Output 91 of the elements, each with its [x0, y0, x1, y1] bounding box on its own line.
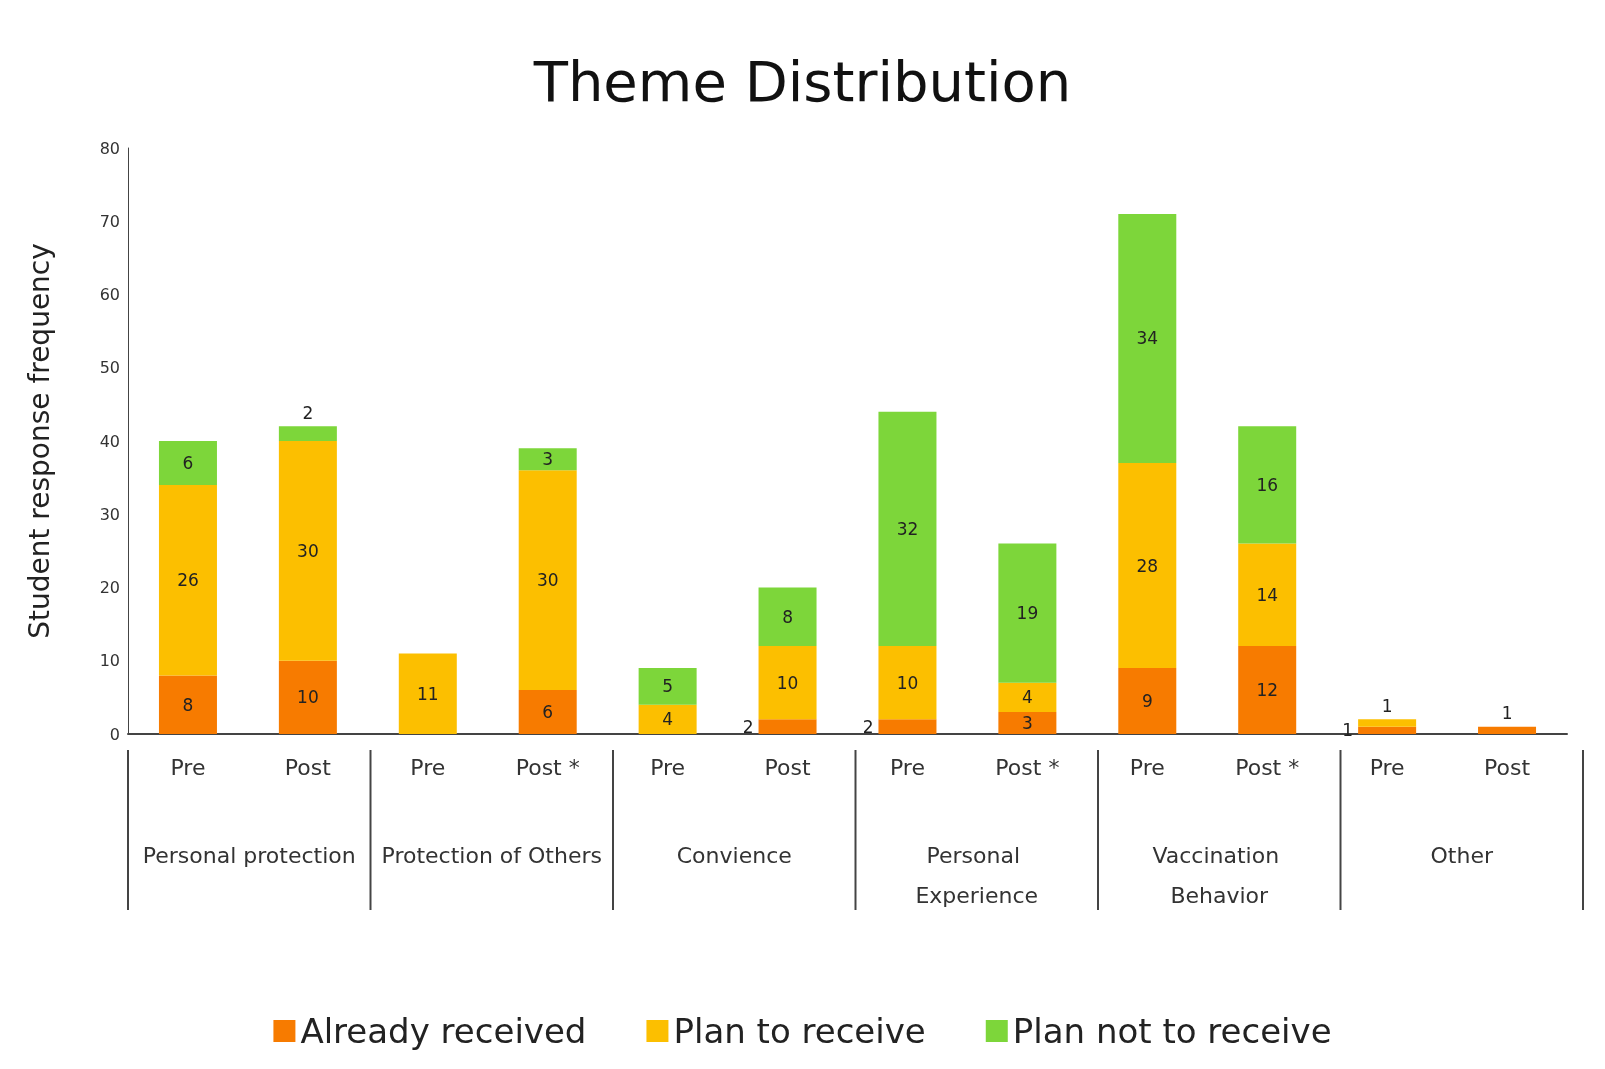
bar: [278, 441, 337, 661]
data-label: 1: [1501, 703, 1513, 724]
bar: [1478, 726, 1537, 734]
data-label: 5: [662, 676, 674, 697]
data-label: 16: [1256, 474, 1279, 495]
bar: [1238, 646, 1297, 734]
bar: [518, 448, 577, 471]
bar: [998, 682, 1057, 713]
y-axis-title: Student response frequency: [22, 243, 56, 639]
data-label: 2: [862, 716, 874, 737]
y-tick-label: 20: [99, 578, 120, 597]
bar: [758, 719, 817, 734]
text: Protection of Others: [381, 842, 602, 868]
data-label: 19: [1016, 603, 1039, 624]
x-tick-label: Post: [764, 754, 811, 780]
data-label: 10: [297, 687, 319, 708]
x-tick-label: Pre: [410, 754, 446, 780]
data-label: 32: [896, 518, 919, 539]
data-label: 26: [177, 570, 199, 591]
bar: [638, 668, 697, 705]
data-label: 3: [1021, 713, 1033, 734]
bar: [518, 470, 577, 691]
bar: [998, 712, 1057, 734]
x-tick-label: Post *: [1235, 754, 1300, 780]
legend-label: Plan not to receive: [1012, 1011, 1332, 1051]
bar: [158, 484, 217, 676]
y-tick-label: 0: [109, 724, 120, 744]
bar: [1358, 726, 1417, 734]
bar: [518, 690, 577, 734]
y-tick-label: 10: [99, 651, 120, 671]
y-tick-label: 70: [99, 211, 120, 231]
bar: [278, 660, 337, 734]
x-tick-label: Pre: [170, 754, 206, 780]
data-label: 14: [1256, 584, 1279, 605]
data-label: 30: [297, 540, 319, 561]
y-tick-label: 80: [99, 138, 120, 158]
data-label: 2: [742, 716, 754, 737]
data-label: 4: [1021, 687, 1033, 708]
bar: [638, 704, 697, 734]
data-label: 34: [1136, 328, 1159, 349]
data-label: 1: [1381, 695, 1393, 716]
data-label: 8: [182, 694, 194, 715]
data-label: 8: [782, 606, 793, 627]
bar: [758, 587, 817, 647]
bar: [278, 426, 337, 441]
text: Vaccination Behavior: [1152, 842, 1287, 908]
bar: [878, 646, 937, 720]
data-label: 30: [536, 570, 559, 591]
bar: [878, 719, 937, 734]
data-label: 9: [1141, 691, 1153, 712]
data-label: 10: [776, 672, 799, 693]
y-tick-label: 40: [99, 431, 120, 451]
x-tick-label: Pre: [1369, 754, 1405, 780]
bar: [1358, 719, 1417, 727]
bar: [998, 543, 1057, 683]
data-label: 12: [1256, 680, 1279, 701]
x-tick-label: Pre: [650, 754, 686, 780]
data-label: 2: [302, 402, 314, 423]
x-tick-label: Pre: [1129, 754, 1165, 780]
data-label: 11: [416, 683, 439, 704]
x-tick-label: Post: [284, 754, 332, 780]
text: Other: [1430, 842, 1494, 868]
text: Convience: [676, 842, 792, 868]
text: Personal Experience: [915, 842, 1039, 908]
bar: [1238, 426, 1297, 544]
chart-title: Theme Distribution: [532, 48, 1072, 114]
data-label: 10: [896, 672, 919, 693]
data-label: 6: [182, 452, 194, 473]
bar: [158, 441, 217, 485]
data-label: 28: [1136, 555, 1159, 576]
y-tick-label: 30: [99, 504, 120, 524]
x-tick-label: Pre: [889, 754, 925, 780]
data-label: 6: [542, 702, 554, 723]
y-tick-label: 50: [99, 358, 120, 378]
y-tick-label: 60: [99, 285, 120, 304]
bar: [1118, 462, 1177, 669]
bar: [878, 411, 937, 647]
x-tick-label: Post *: [515, 754, 580, 780]
data-label: 4: [662, 709, 674, 730]
bar: [1238, 543, 1297, 647]
bar: [398, 653, 457, 734]
bar: [1118, 213, 1177, 463]
bar: [1118, 668, 1177, 734]
legend-label: Plan to receive: [673, 1011, 926, 1051]
data-label: 3: [542, 449, 554, 470]
bar: [758, 646, 817, 720]
legend-label: Already received: [300, 1011, 587, 1051]
x-tick-label: Post *: [995, 754, 1060, 780]
text: Personal protection: [142, 842, 356, 868]
bar: [158, 675, 217, 734]
x-tick-label: Post: [1484, 754, 1531, 780]
